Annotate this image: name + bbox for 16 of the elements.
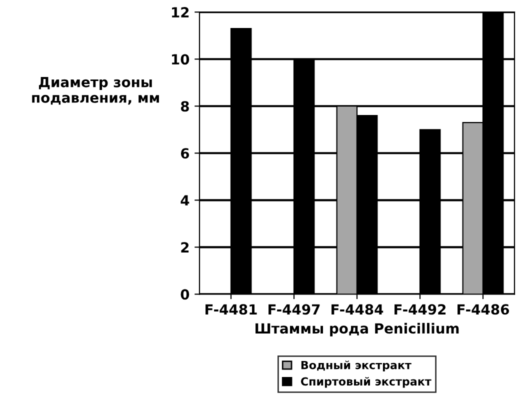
- legend-label: Водный экстракт: [301, 360, 412, 372]
- legend-label: Спиртовый экстракт: [300, 376, 432, 388]
- y-tick-label: 10: [172, 54, 190, 65]
- y-tick-label: 8: [180, 101, 189, 112]
- x-tick-label: F-4484: [332, 304, 384, 315]
- y-axis-title: Диаметр зоны подавления, мм: [32, 77, 159, 105]
- x-tick-label: F-4481: [206, 304, 257, 315]
- y-tick-label: 0: [180, 289, 190, 300]
- y-tick-label: 12: [172, 7, 189, 18]
- x-tick-label: F-4497: [268, 304, 320, 315]
- y-tick-label: 2: [181, 242, 189, 252]
- x-tick-label: F-4492: [394, 304, 446, 315]
- x-tick-label: F-4486: [458, 304, 509, 315]
- x-axis-title: Штаммы рода Penicillium: [256, 322, 459, 336]
- y-tick-label: 6: [180, 148, 190, 159]
- y-tick-label: 4: [180, 195, 190, 206]
